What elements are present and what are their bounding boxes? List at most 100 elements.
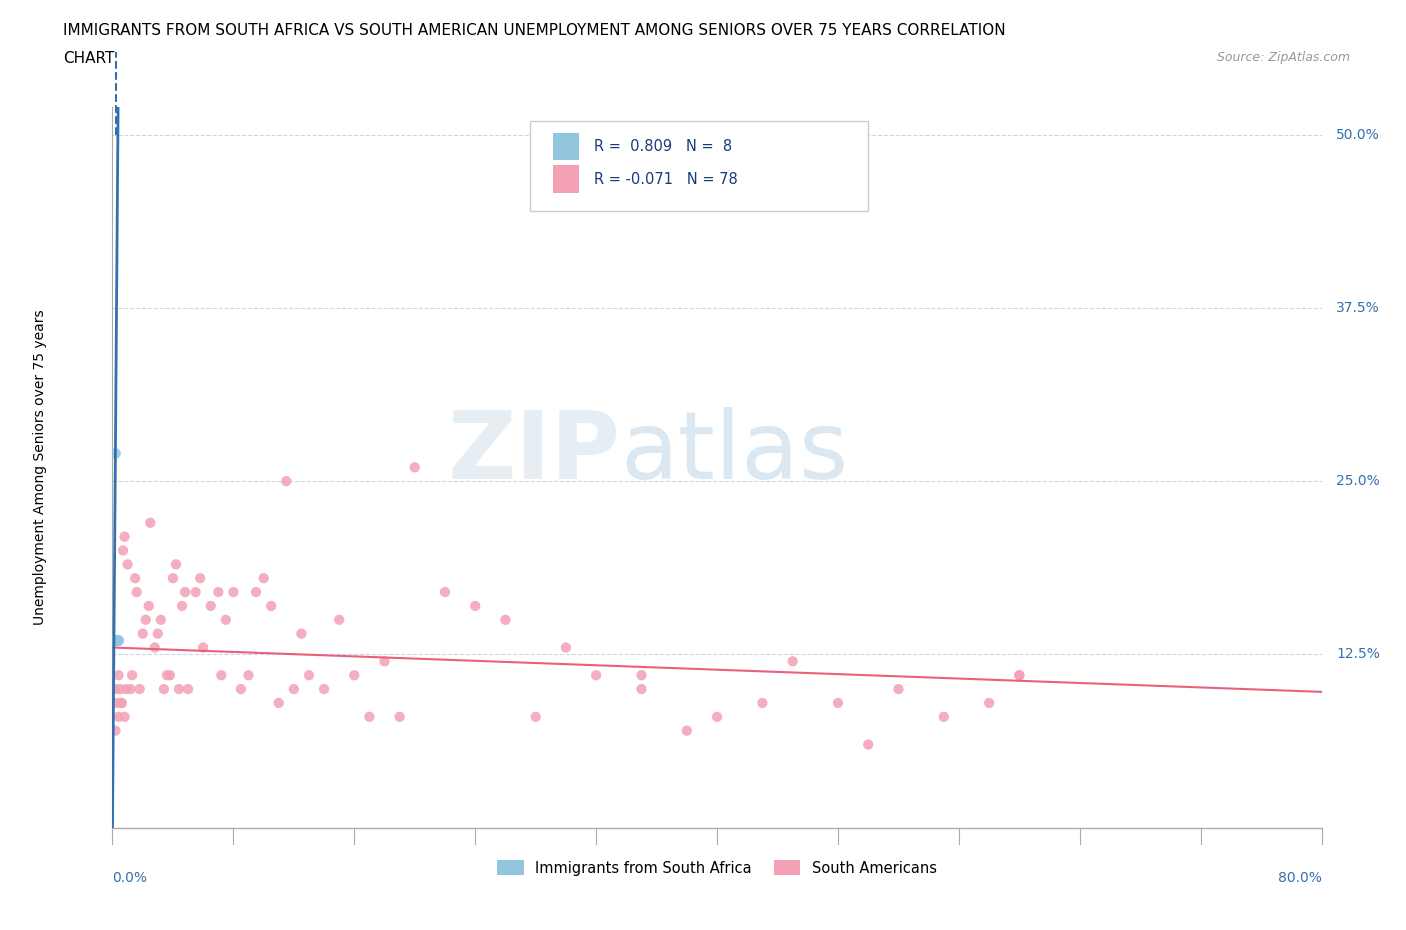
- Point: [107, 668, 129, 683]
- Point: [207, 585, 229, 600]
- Point: [162, 571, 184, 586]
- Point: [827, 696, 849, 711]
- Point: [104, 724, 127, 738]
- Point: [121, 668, 143, 683]
- Point: [105, 633, 128, 648]
- Point: [128, 682, 150, 697]
- Point: [222, 585, 245, 600]
- Text: 50.0%: 50.0%: [1336, 127, 1379, 141]
- Point: [388, 710, 411, 724]
- Point: [184, 585, 207, 600]
- Point: [107, 710, 129, 724]
- Point: [153, 682, 176, 697]
- Point: [433, 585, 456, 600]
- Text: Unemployment Among Seniors over 75 years: Unemployment Among Seniors over 75 years: [32, 310, 46, 625]
- Point: [105, 696, 128, 711]
- Point: [104, 446, 127, 461]
- Point: [115, 682, 138, 697]
- Point: [314, 682, 336, 697]
- Point: [114, 710, 136, 724]
- Point: [132, 626, 155, 641]
- Point: [554, 640, 576, 655]
- Point: [374, 654, 396, 669]
- Point: [104, 682, 127, 697]
- Text: R = -0.071   N = 78: R = -0.071 N = 78: [593, 171, 738, 187]
- Text: IMMIGRANTS FROM SOUTH AFRICA VS SOUTH AMERICAN UNEMPLOYMENT AMONG SENIORS OVER 7: IMMIGRANTS FROM SOUTH AFRICA VS SOUTH AM…: [63, 23, 1005, 38]
- Point: [149, 612, 172, 627]
- Point: [706, 710, 728, 724]
- Legend: Immigrants from South Africa, South Americans: Immigrants from South Africa, South Amer…: [492, 855, 942, 882]
- Text: 37.5%: 37.5%: [1336, 301, 1379, 315]
- Point: [110, 696, 132, 711]
- Point: [464, 599, 486, 614]
- Point: [751, 696, 773, 711]
- Point: [165, 557, 187, 572]
- Point: [124, 571, 146, 586]
- Text: 25.0%: 25.0%: [1336, 474, 1379, 488]
- Point: [782, 654, 804, 669]
- Point: [359, 710, 381, 724]
- Point: [177, 682, 200, 697]
- Point: [630, 668, 652, 683]
- Point: [887, 682, 910, 697]
- Point: [229, 682, 252, 697]
- Point: [260, 599, 283, 614]
- Point: [856, 737, 880, 752]
- Point: [238, 668, 260, 683]
- Point: [1008, 668, 1031, 683]
- Point: [253, 571, 276, 586]
- Point: [105, 633, 128, 648]
- Point: [110, 696, 132, 711]
- FancyBboxPatch shape: [530, 122, 868, 211]
- Point: [104, 44, 127, 59]
- Point: [343, 668, 366, 683]
- Point: [932, 710, 955, 724]
- Text: Source: ZipAtlas.com: Source: ZipAtlas.com: [1216, 51, 1350, 64]
- Point: [404, 460, 426, 474]
- Point: [267, 696, 290, 711]
- Point: [138, 599, 160, 614]
- Point: [200, 599, 222, 614]
- FancyBboxPatch shape: [553, 133, 579, 160]
- Point: [107, 633, 129, 648]
- FancyBboxPatch shape: [553, 166, 579, 193]
- Point: [215, 612, 238, 627]
- Point: [328, 612, 350, 627]
- Point: [283, 682, 305, 697]
- Point: [191, 640, 214, 655]
- Point: [174, 585, 197, 600]
- Point: [170, 599, 193, 614]
- Point: [188, 571, 211, 586]
- Point: [630, 682, 652, 697]
- Text: atlas: atlas: [620, 407, 849, 498]
- Text: R =  0.809   N =  8: R = 0.809 N = 8: [593, 140, 733, 154]
- Text: ZIP: ZIP: [447, 407, 620, 498]
- Text: CHART: CHART: [63, 51, 115, 66]
- Point: [156, 668, 179, 683]
- Point: [159, 668, 181, 683]
- Point: [114, 529, 136, 544]
- Point: [1008, 668, 1031, 683]
- Point: [117, 557, 139, 572]
- Point: [143, 640, 166, 655]
- Point: [276, 473, 298, 488]
- Point: [135, 612, 157, 627]
- Point: [139, 515, 162, 530]
- Point: [125, 585, 148, 600]
- Point: [585, 668, 607, 683]
- Point: [108, 682, 131, 697]
- Text: 80.0%: 80.0%: [1278, 870, 1322, 885]
- Point: [105, 633, 128, 648]
- Text: 0.0%: 0.0%: [112, 870, 148, 885]
- Point: [675, 724, 697, 738]
- Point: [209, 668, 232, 683]
- Point: [977, 696, 1000, 711]
- Point: [104, 633, 127, 648]
- Point: [298, 668, 321, 683]
- Point: [167, 682, 190, 697]
- Point: [120, 682, 142, 697]
- Point: [290, 626, 312, 641]
- Point: [495, 612, 517, 627]
- Point: [524, 710, 547, 724]
- Point: [245, 585, 267, 600]
